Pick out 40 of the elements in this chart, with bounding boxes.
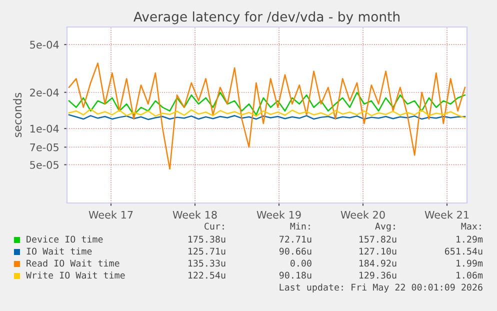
text: 175.38u xyxy=(188,236,226,243)
y-tick-label: 1e-04 xyxy=(30,124,59,133)
x-tick-label: Week 18 xyxy=(172,210,217,219)
legend-label: IO Wait time xyxy=(26,248,92,255)
x-tick-label: Week 21 xyxy=(424,210,469,219)
y-tick-label: 2e-04 xyxy=(30,88,59,96)
text: 1.06m xyxy=(456,272,483,279)
text: 125.71u xyxy=(188,248,226,255)
text: 157.82u xyxy=(359,236,396,243)
y-axis-title: seconds xyxy=(13,92,22,138)
text: 651.54u xyxy=(444,248,482,255)
text: 90.18u xyxy=(279,272,312,279)
text: 184.92u xyxy=(359,260,396,267)
line-series xyxy=(68,92,466,116)
text: Avg: xyxy=(375,222,395,232)
legend-label: Device IO time xyxy=(26,236,103,243)
legend-label: Read IO Wait time xyxy=(26,260,120,267)
text: 72.71u xyxy=(280,236,312,243)
line-series xyxy=(68,108,466,118)
y-tick-label: 7e-05 xyxy=(30,143,58,152)
legend-label: Write IO Wait time xyxy=(26,272,125,279)
text: 0.00 xyxy=(290,260,312,267)
x-tick-label: Week 20 xyxy=(340,210,385,219)
x-tick-label: Week 19 xyxy=(256,210,301,219)
chart-title: Average latency for /dev/vda - by month xyxy=(134,11,400,24)
text: Min: xyxy=(290,222,310,230)
line-series xyxy=(68,62,466,170)
y-tick-label: 5e-04 xyxy=(30,40,59,49)
text: Last update: Fri May 22 00:01:09 2026 xyxy=(280,284,482,292)
y-tick-label: 5e-05 xyxy=(30,160,58,169)
x-tick-label: Week 17 xyxy=(88,210,133,219)
text: 1.29m xyxy=(456,236,483,243)
text: 127.10u xyxy=(359,248,396,255)
text: 122.54u xyxy=(188,272,226,279)
text: 90.66u xyxy=(279,248,312,255)
text: 135.33u xyxy=(188,260,226,267)
text: Cur: xyxy=(204,222,224,230)
text: 129.36u xyxy=(359,272,396,279)
text: Max: xyxy=(461,222,481,230)
text: 1.99m xyxy=(456,260,483,267)
